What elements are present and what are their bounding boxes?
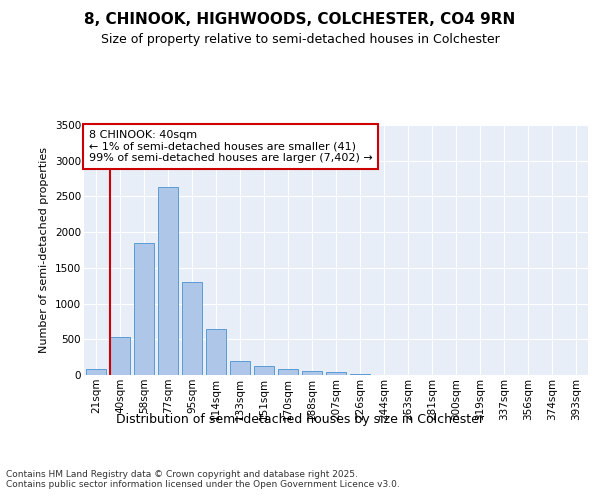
Text: Contains HM Land Registry data © Crown copyright and database right 2025.: Contains HM Land Registry data © Crown c… <box>6 470 358 479</box>
Text: Distribution of semi-detached houses by size in Colchester: Distribution of semi-detached houses by … <box>116 412 484 426</box>
Bar <box>110 337 130 375</box>
Bar <box>86 370 106 375</box>
Bar <box>326 372 346 375</box>
Text: Size of property relative to semi-detached houses in Colchester: Size of property relative to semi-detach… <box>101 32 499 46</box>
Y-axis label: Number of semi-detached properties: Number of semi-detached properties <box>40 147 49 353</box>
Bar <box>254 366 274 375</box>
Text: Contains public sector information licensed under the Open Government Licence v3: Contains public sector information licen… <box>6 480 400 489</box>
Text: 8 CHINOOK: 40sqm
← 1% of semi-detached houses are smaller (41)
99% of semi-detac: 8 CHINOOK: 40sqm ← 1% of semi-detached h… <box>89 130 373 163</box>
Bar <box>206 330 226 375</box>
Bar <box>158 187 178 375</box>
Bar <box>230 360 250 375</box>
Bar <box>350 374 370 375</box>
Bar <box>134 243 154 375</box>
Bar <box>302 370 322 375</box>
Bar <box>182 282 202 375</box>
Text: 8, CHINOOK, HIGHWOODS, COLCHESTER, CO4 9RN: 8, CHINOOK, HIGHWOODS, COLCHESTER, CO4 9… <box>85 12 515 28</box>
Bar <box>278 368 298 375</box>
